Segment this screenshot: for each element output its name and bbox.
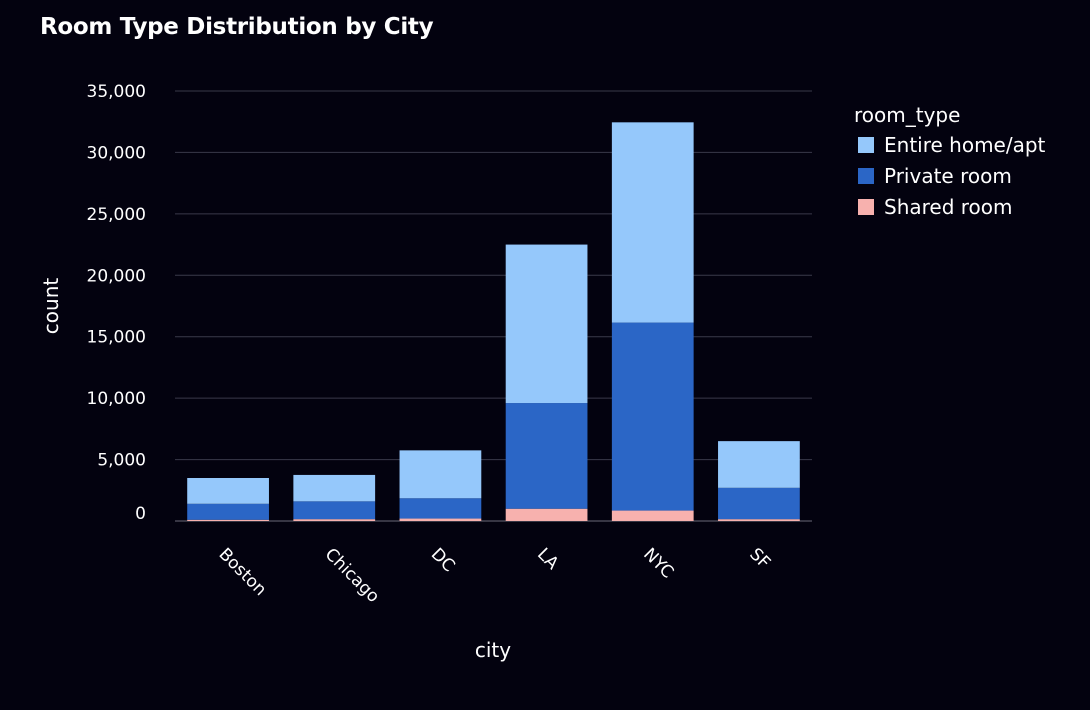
legend-label: Private room [884, 164, 1012, 188]
x-tick-label: Chicago [321, 544, 383, 606]
bar-chicago-shared-room [293, 519, 376, 521]
bar-sf-shared-room [718, 519, 800, 521]
y-tick-label: 30,000 [87, 143, 146, 163]
legend-swatch [858, 168, 874, 184]
bar-nyc-private-room [611, 322, 694, 511]
bar-boston-shared-room [187, 519, 269, 521]
bars [187, 122, 800, 521]
bar-la-private-room [505, 403, 588, 509]
bar-boston-private-room [187, 503, 269, 520]
grid-lines [175, 90, 812, 522]
x-tick-label: LA [533, 544, 563, 574]
y-tick-label: 5,000 [97, 451, 146, 471]
y-tick-label: 10,000 [87, 389, 146, 409]
chart-title: Room Type Distribution by City [40, 14, 434, 40]
legend-title: room_type [854, 103, 960, 127]
bar-la-entire-home-apt [505, 244, 588, 404]
y-tick-label: 20,000 [87, 266, 146, 286]
legend-swatch [858, 199, 874, 215]
bar-nyc-entire-home-apt [611, 122, 694, 323]
bar-dc-private-room [399, 498, 482, 519]
bar-dc-shared-room [399, 518, 482, 521]
bar-nyc-shared-room [611, 510, 694, 521]
y-tick-label: 0 [135, 504, 146, 524]
bar-sf-entire-home-apt [718, 441, 800, 488]
bar-chicago-entire-home-apt [293, 474, 376, 502]
x-tick-label: SF [745, 544, 774, 573]
x-tick-label: NYC [639, 544, 677, 582]
bar-la-shared-room [505, 508, 588, 521]
legend: room_type Entire home/apt Private room Sha… [854, 103, 1046, 219]
bar-chicago-private-room [293, 501, 376, 520]
bar-sf-private-room [718, 487, 800, 520]
y-tick-label: 35,000 [87, 82, 146, 102]
legend-swatch [858, 137, 874, 153]
y-axis-title: count [39, 278, 63, 335]
legend-label: Shared room [884, 195, 1013, 219]
bar-dc-entire-home-apt [399, 450, 482, 499]
bar-boston-entire-home-apt [187, 478, 269, 504]
x-axis-title: city [475, 638, 511, 662]
y-tick-label: 15,000 [87, 328, 146, 348]
x-tick-label: Boston [215, 544, 271, 600]
x-tick-label: DC [427, 544, 459, 576]
y-tick-label: 25,000 [87, 205, 146, 225]
legend-label: Entire home/apt [884, 133, 1046, 157]
